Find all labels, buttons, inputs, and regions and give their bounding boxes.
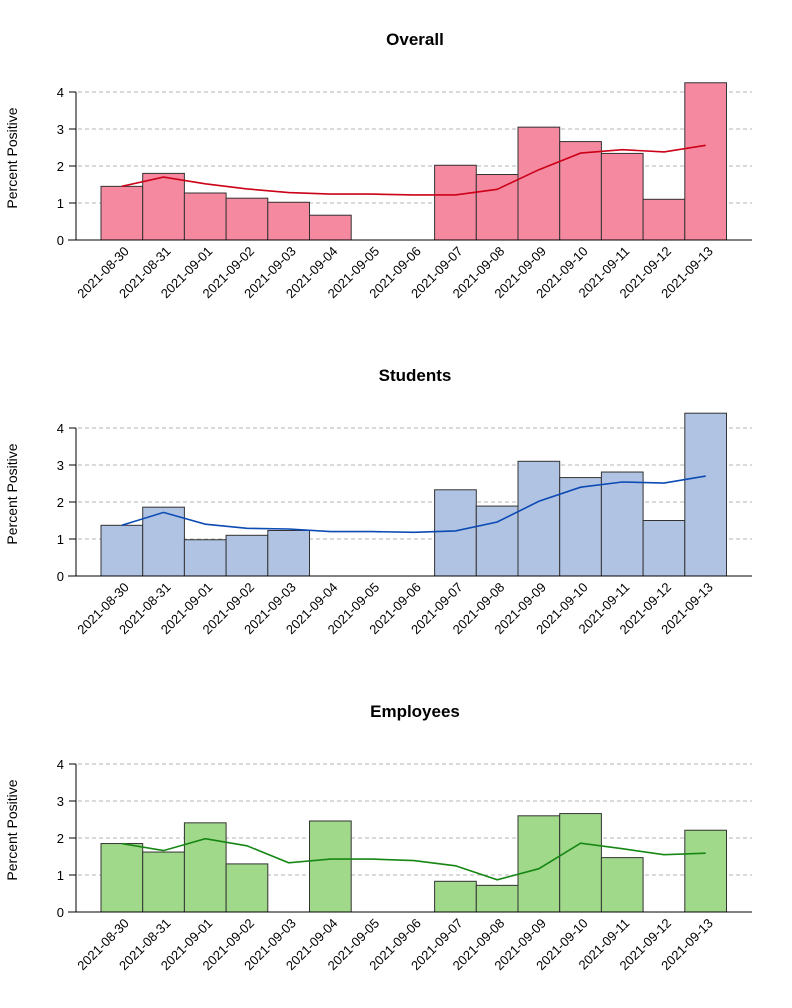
y-tick-label: 4 [57,421,64,436]
bar-2021-09-09 [517,815,561,913]
bar-2021-09-10 [559,477,602,577]
bar-2021-09-12 [642,520,686,577]
bar-2021-09-01 [183,192,227,241]
bar-2021-09-11 [600,857,644,913]
bar-2021-09-03 [267,201,310,241]
bar-2021-09-02 [225,534,269,577]
y-tick-label: 1 [57,196,64,211]
chart-panel-students: Students Percent Positive 012342021-08-3… [4,366,752,637]
y-axis-label: Percent Positive [4,779,20,880]
y-tick-label: 0 [57,233,64,248]
y-axis-label: Percent Positive [4,443,20,544]
bar-2021-09-13 [684,412,727,577]
trend-line [121,144,706,196]
y-tick-label: 3 [57,458,64,473]
bar-2021-09-13 [684,829,727,913]
chart-panel-employees: Employees Percent Positive 012342021-08-… [4,702,752,973]
y-tick-label: 2 [57,159,64,174]
bar-2021-09-02 [225,197,269,241]
bar-2021-08-31 [142,506,185,577]
bar-2021-08-31 [142,172,185,241]
bar-2021-09-08 [475,174,519,241]
trend-line [121,475,706,534]
y-tick-label: 2 [57,831,64,846]
chart-title: Overall [386,30,444,49]
chart-panel-overall: Overall Percent Positive 012342021-08-30… [4,30,752,301]
bar-2021-09-12 [642,198,686,241]
y-tick-label: 3 [57,794,64,809]
bar-2021-09-04 [309,214,352,241]
chart-title: Students [379,366,452,385]
bar-2021-08-30 [100,185,144,241]
chart-title: Employees [370,702,460,721]
y-tick-label: 4 [57,85,64,100]
trend-line [121,837,706,881]
y-tick-label: 2 [57,495,64,510]
bar-2021-09-07 [434,489,477,577]
y-tick-label: 0 [57,569,64,584]
bar-2021-09-09 [517,126,561,241]
bar-2021-09-09 [517,460,561,577]
bar-2021-09-10 [559,813,602,913]
bar-2021-09-07 [434,164,477,241]
bar-2021-09-01 [183,539,227,577]
bar-2021-09-02 [225,863,269,913]
bar-2021-09-08 [475,505,519,577]
bar-2021-09-04 [309,820,352,913]
bar-2021-08-30 [100,843,144,913]
bar-2021-09-07 [434,880,477,913]
bar-2021-09-03 [267,529,310,577]
bar-2021-09-11 [600,152,644,241]
bar-2021-08-30 [100,524,144,577]
bar-2021-09-11 [600,471,644,577]
y-axis-label: Percent Positive [4,107,20,208]
y-tick-label: 0 [57,905,64,920]
bar-2021-09-08 [475,884,519,913]
bar-2021-09-10 [559,141,602,241]
y-tick-label: 1 [57,868,64,883]
bar-2021-09-01 [183,822,227,913]
bar-2021-08-31 [142,851,185,913]
y-tick-label: 4 [57,757,64,772]
y-tick-label: 1 [57,532,64,547]
bar-2021-09-13 [684,82,727,241]
y-tick-label: 3 [57,122,64,137]
